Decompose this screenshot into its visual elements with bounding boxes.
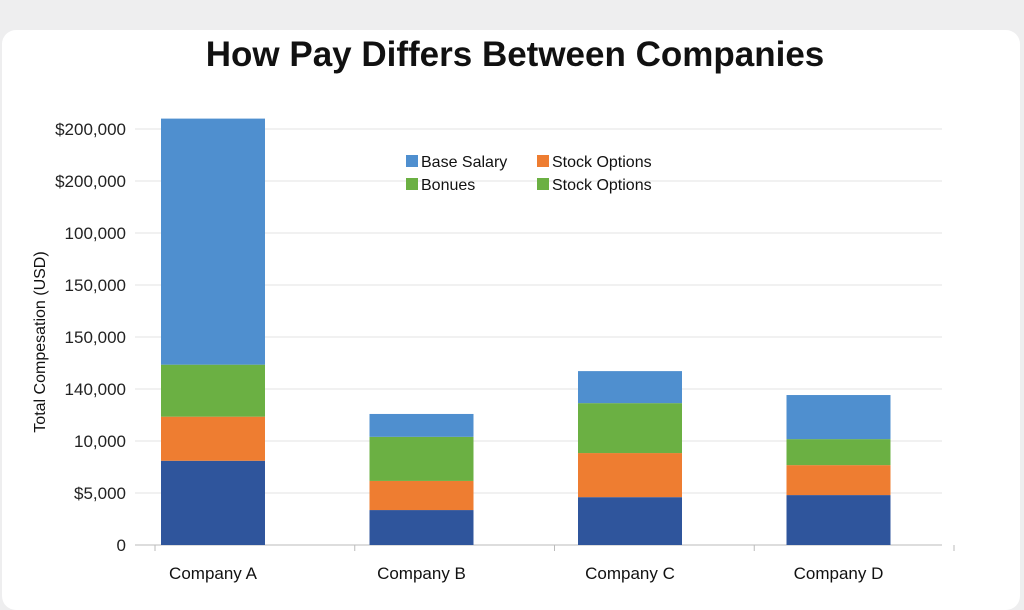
bar-segment-stock-options [786, 465, 891, 496]
y-tick-label: 150,000 [65, 276, 126, 295]
legend-swatch [537, 155, 549, 167]
x-tick-label: Company A [169, 564, 258, 583]
bar-segment-base-salary [161, 118, 265, 365]
legend-swatch [537, 178, 549, 190]
y-tick-label: $5,000 [74, 484, 126, 503]
bar-segment-stock-options [578, 453, 682, 498]
bar-segment-base [161, 460, 265, 545]
bar-segment-base [578, 497, 682, 545]
bar-segment-base [786, 495, 891, 545]
legend-swatch [406, 178, 418, 190]
x-tick-label: Company D [794, 564, 884, 583]
bar-segment-stock-options [369, 480, 474, 511]
legend-label: Stock Options [552, 177, 652, 194]
bar-segment-bonues [161, 364, 265, 417]
bar-segment-base-salary [578, 371, 682, 404]
bar-segment-base-salary [369, 413, 474, 437]
bar-segment-bonues [369, 436, 474, 481]
y-tick-label: 10,000 [74, 432, 126, 451]
bar-segment-base [369, 510, 474, 545]
y-tick-label: 0 [117, 536, 126, 555]
bar-segment-base-salary [786, 395, 891, 440]
bar-segment-stock-options [161, 416, 265, 461]
bar-segment-bonues [578, 403, 682, 454]
y-tick-label: $200,000 [55, 120, 126, 139]
x-tick-label: Company C [585, 564, 675, 583]
y-axis-label: Total Compesation (USD) [32, 251, 49, 432]
y-tick-label: 150,000 [65, 328, 126, 347]
legend-label: Stock Options [552, 154, 652, 171]
legend-label: Bonues [421, 177, 475, 194]
legend-swatch [406, 155, 418, 167]
chart-title: How Pay Differs Between Companies [206, 35, 825, 74]
y-tick-label: 140,000 [65, 380, 126, 399]
y-tick-label: $200,000 [55, 172, 126, 191]
bar-segment-bonues [786, 439, 891, 466]
x-tick-label: Company B [377, 564, 466, 583]
legend-label: Base Salary [421, 154, 507, 171]
y-tick-label: 100,000 [65, 224, 126, 243]
